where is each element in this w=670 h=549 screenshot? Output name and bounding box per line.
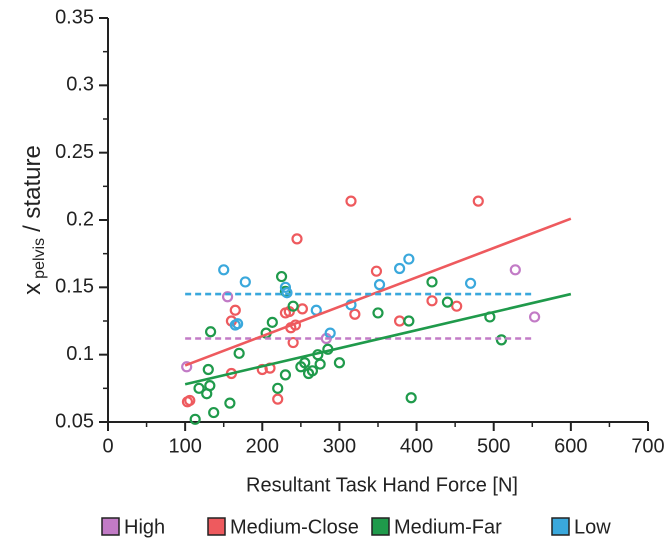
data-point [287, 336, 299, 349]
x-tick-label: 300 [323, 435, 356, 457]
data-point [279, 369, 292, 381]
legend-item: Medium-Far [371, 516, 502, 538]
data-point [373, 279, 386, 291]
x-tick-label: 400 [400, 435, 433, 457]
data-point [509, 264, 521, 276]
data-point [495, 334, 508, 346]
data-point [306, 365, 319, 377]
legend-swatch [551, 517, 570, 536]
data-point [279, 281, 292, 293]
data-point [464, 277, 477, 289]
data-point [528, 311, 541, 323]
data-point [451, 300, 463, 312]
data-point [372, 307, 384, 319]
data-point [403, 315, 415, 327]
y-tick-label: 0.35 [55, 6, 94, 28]
data-point [208, 406, 220, 419]
data-point [272, 393, 284, 405]
data-point [224, 397, 236, 409]
y-tick-label: 0.15 [55, 276, 94, 298]
data-point [229, 304, 241, 316]
y-tick-label: 0.25 [55, 141, 94, 163]
legend-label: Medium-Far [394, 516, 502, 538]
y-tick-label: 0.3 [66, 74, 94, 96]
legend-label: High [124, 516, 165, 538]
legend-item: Low [551, 516, 611, 538]
data-point [394, 315, 406, 327]
data-point [403, 253, 415, 265]
legend-item: Medium-Close [207, 516, 359, 538]
data-point [296, 303, 308, 315]
legend-item: High [101, 516, 165, 538]
x-tick-label: 500 [477, 435, 510, 457]
data-point [426, 276, 438, 288]
y-tick-label: 0.1 [66, 343, 94, 365]
data-point [441, 296, 454, 308]
y-label-main: x [19, 283, 46, 295]
y-tick-label: 0.05 [55, 410, 94, 432]
data-point [202, 363, 214, 376]
y-label-sub: pelvis [31, 238, 48, 279]
data-point [281, 287, 293, 299]
data-point [291, 233, 303, 245]
data-point [272, 382, 284, 394]
x-tick-label: 100 [168, 435, 201, 457]
x-tick-label: 0 [102, 435, 113, 457]
data-point [472, 195, 484, 207]
data-point [205, 326, 217, 338]
data-point [394, 262, 406, 275]
data-point [181, 361, 193, 373]
x-tick-label: 700 [631, 435, 664, 457]
data-point [218, 264, 230, 276]
y-axis-label-text: x pelvis / stature [19, 145, 48, 295]
trend-line [184, 217, 572, 367]
data-point [333, 357, 346, 369]
legend-swatch [207, 517, 226, 536]
legend-swatch [101, 517, 120, 536]
y-axis-label: x pelvis / stature [19, 145, 48, 295]
data-point [204, 380, 216, 392]
data-point [349, 308, 361, 320]
data-point [275, 270, 288, 283]
data-point [405, 392, 417, 404]
data-point [314, 358, 326, 370]
data-point [233, 347, 245, 359]
x-axis-label: Resultant Task Hand Force [N] [246, 474, 518, 496]
data-point [345, 195, 357, 207]
data-point [287, 300, 299, 312]
legend-swatch [371, 517, 390, 536]
data-point [299, 357, 311, 369]
x-tick-label: 200 [246, 435, 279, 457]
data-point [266, 316, 278, 328]
legend-label: Medium-Close [230, 516, 359, 538]
y-label-rest: / stature [19, 145, 46, 232]
data-point [279, 285, 292, 297]
data-point [221, 291, 234, 303]
data-point [370, 265, 383, 277]
data-point [232, 318, 244, 330]
x-tick-label: 600 [554, 435, 587, 457]
trend-line [184, 292, 572, 386]
data-point [193, 382, 205, 394]
data-point [239, 276, 251, 288]
y-tick-label: 0.2 [66, 208, 94, 230]
data-point [189, 413, 201, 425]
legend-label: Low [574, 516, 611, 538]
data-point [426, 295, 438, 307]
data-point [184, 394, 196, 407]
